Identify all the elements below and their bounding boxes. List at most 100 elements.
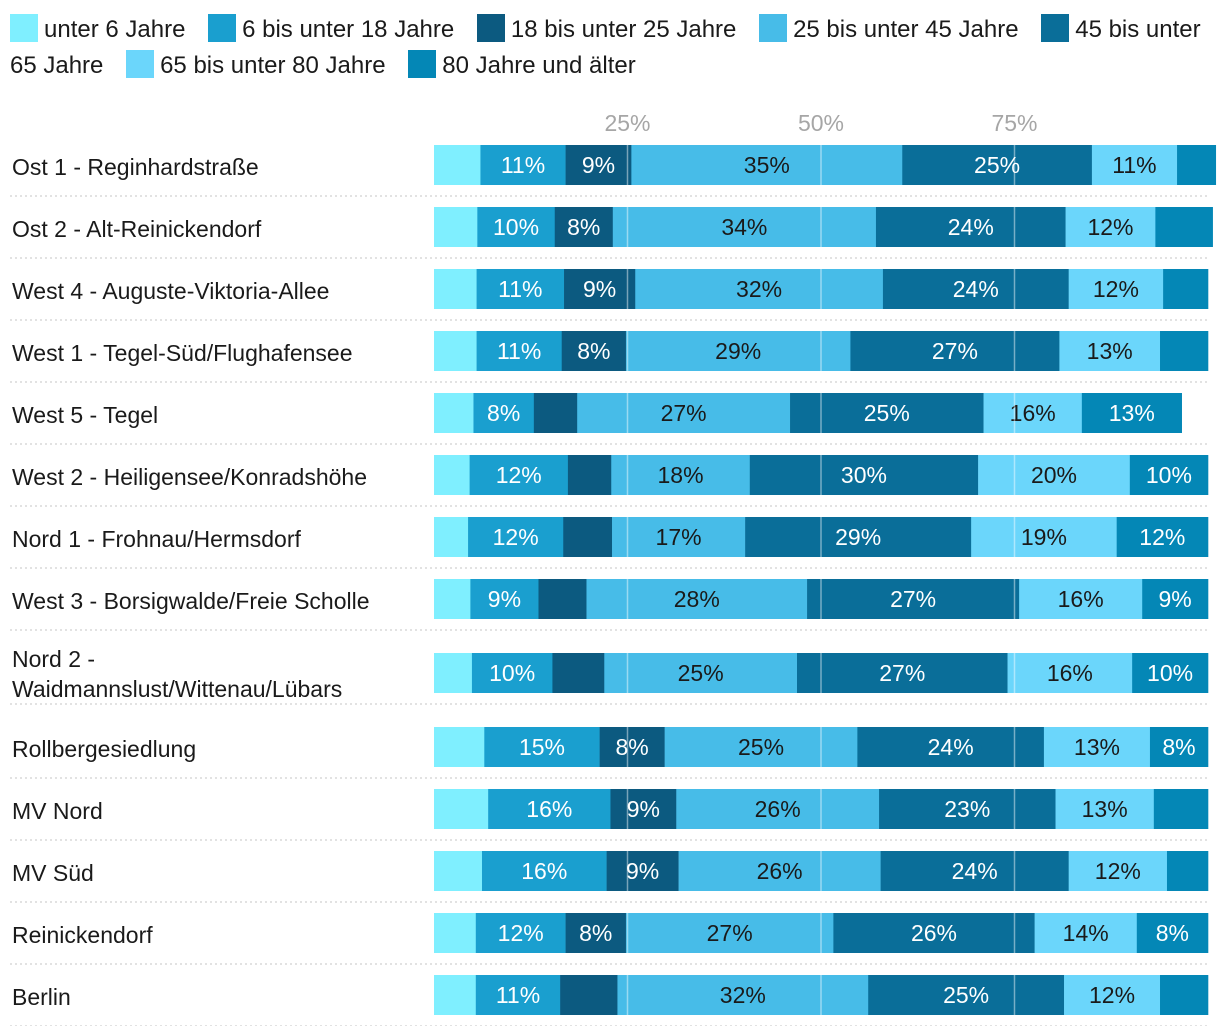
bar-segment — [631, 145, 903, 185]
bar-segment — [1136, 913, 1209, 953]
bar-segment — [879, 789, 1056, 829]
bar-segment — [1034, 913, 1138, 953]
data-label: 10% — [493, 214, 539, 240]
bar-segment — [434, 789, 489, 829]
bar-segment — [476, 331, 563, 371]
bar-segment — [1055, 789, 1155, 829]
bar-segment — [617, 975, 869, 1015]
data-label: 32% — [720, 982, 766, 1008]
bar-segment — [745, 517, 972, 557]
bar-segment — [475, 975, 561, 1015]
data-label: 9% — [582, 152, 615, 178]
data-label: 20% — [1031, 462, 1077, 488]
data-label: 10% — [489, 660, 535, 686]
bar-segment — [560, 975, 618, 1015]
data-label: 11% — [496, 982, 540, 1008]
data-label: 9% — [626, 858, 659, 884]
legend-item: unter 6 Jahre — [10, 14, 185, 43]
legend-label: 65 bis unter 80 Jahre — [160, 52, 386, 79]
data-label: 18% — [657, 462, 703, 488]
bar-segment — [538, 579, 587, 619]
bar-segment — [611, 455, 751, 495]
bar-segment — [480, 145, 566, 185]
data-label: 8% — [579, 920, 612, 946]
legend-label: 18 bis unter 25 Jahre — [510, 16, 737, 43]
bar-segment — [481, 851, 607, 891]
bar-segment — [678, 851, 881, 891]
data-label: 14% — [1063, 920, 1109, 946]
bar-segment — [434, 653, 473, 693]
bar-segment — [790, 393, 984, 433]
data-label: 11% — [498, 276, 542, 302]
data-label: 24% — [948, 214, 994, 240]
bar-segment — [477, 207, 556, 247]
data-label: 16% — [1010, 400, 1056, 426]
bar-segment — [475, 913, 566, 953]
bar-segment — [469, 455, 569, 495]
row-label: Nord 1 - Frohnau/Hermsdorf — [12, 526, 301, 552]
bar-segment — [612, 517, 746, 557]
data-label: 27% — [890, 586, 936, 612]
bar-segment — [882, 269, 1069, 309]
bar-segment — [434, 975, 477, 1015]
bar-segment — [978, 455, 1131, 495]
row-label: Nord 2 - Waidmannslust/Wittenau/Lübars — [12, 646, 342, 702]
bar-segment — [434, 269, 477, 309]
data-label: 29% — [715, 338, 761, 364]
bar-segment — [1149, 727, 1209, 767]
bar-segment — [554, 207, 614, 247]
data-label: 16% — [1058, 586, 1104, 612]
bar-segment — [1064, 975, 1161, 1015]
bar-segment — [833, 913, 1035, 953]
bar-segment — [565, 913, 627, 953]
data-label: 11% — [497, 338, 541, 364]
legend-swatch — [1041, 14, 1070, 42]
data-label: 30% — [841, 462, 887, 488]
bar-segment — [434, 851, 483, 891]
data-label: 9% — [488, 586, 521, 612]
data-label: 24% — [953, 276, 999, 302]
legend: unter 6 Jahre 6 bis unter 18 Jahre 18 bi… — [10, 12, 1210, 84]
data-label: 29% — [835, 524, 881, 550]
data-label: 34% — [721, 214, 767, 240]
data-label: 23% — [944, 796, 990, 822]
bar-segment — [533, 393, 578, 433]
legend-swatch — [208, 14, 237, 42]
data-label: 8% — [1156, 920, 1189, 946]
bar-segment — [1007, 653, 1133, 693]
bar-segment — [577, 393, 791, 433]
bar-segment — [1155, 207, 1213, 247]
legend-swatch — [476, 14, 505, 42]
legend-swatch — [126, 50, 155, 78]
bar-segment — [1068, 269, 1164, 309]
bar-segment — [635, 269, 884, 309]
data-label: 27% — [932, 338, 978, 364]
legend-swatch — [759, 14, 788, 42]
data-label: 8% — [577, 338, 610, 364]
bar-segment — [563, 517, 613, 557]
bar-segment — [604, 653, 798, 693]
bar-segment — [434, 727, 485, 767]
bar-segment — [1129, 455, 1209, 495]
legend-label: 45 bis unter 65 Jahre — [10, 16, 1201, 79]
bar-segment — [484, 727, 600, 767]
bar-segment — [488, 789, 611, 829]
bar-segment — [1081, 393, 1182, 433]
bar-segment — [797, 653, 1008, 693]
bar-segment — [868, 975, 1065, 1015]
data-label: 8% — [616, 734, 649, 760]
data-label: 8% — [487, 400, 520, 426]
row-label: West 1 - Tegel-Süd/Flughafensee — [12, 340, 353, 366]
legend-item: 6 bis unter 18 Jahre — [208, 14, 454, 43]
bar-segment — [434, 393, 474, 433]
bar-segment — [1132, 653, 1209, 693]
stacked-bar-chart: 25% 50% 75% Ost 1 - Reginhardstraße 11% 9% 35%… — [10, 110, 1217, 1026]
data-label: 12% — [1139, 524, 1185, 550]
data-label: 12% — [493, 524, 539, 550]
row-label: Ost 2 - Alt-Reinickendorf — [12, 216, 262, 242]
bar-segment — [1142, 579, 1209, 619]
bar-segment — [1068, 851, 1168, 891]
legend-swatch — [10, 14, 38, 42]
data-label: 27% — [879, 660, 925, 686]
bar-segment — [857, 727, 1045, 767]
